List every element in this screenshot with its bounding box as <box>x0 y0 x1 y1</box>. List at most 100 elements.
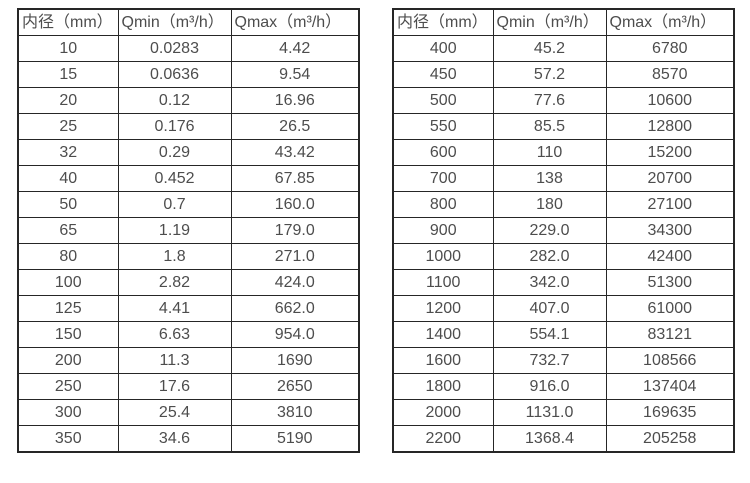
table-cell: 1.19 <box>117 217 232 244</box>
column-header: Qmin（m³/h） <box>117 8 232 36</box>
table-cell: 179.0 <box>230 217 360 244</box>
table-cell: 2.82 <box>117 269 232 296</box>
table-row: 2200 1368.4 205258 <box>392 425 735 453</box>
table-row: 1200 407.0 61000 <box>392 295 735 322</box>
table-cell: 800 <box>392 191 494 218</box>
table-cell: 1131.0 <box>492 399 607 426</box>
table-cell: 65 <box>17 217 119 244</box>
table-cell: 1200 <box>392 295 494 322</box>
table-cell: 554.1 <box>492 321 607 348</box>
table-row: 150 6.63 954.0 <box>17 321 360 348</box>
table-row: 900 229.0 34300 <box>392 217 735 244</box>
table-cell: 40 <box>17 165 119 192</box>
table-cell: 169635 <box>605 399 735 426</box>
table-row: 125 4.41 662.0 <box>17 295 360 322</box>
table-cell: 282.0 <box>492 243 607 270</box>
table-cell: 27100 <box>605 191 735 218</box>
column-header: Qmax（m³/h） <box>605 8 735 36</box>
header-row: 内径（mm） Qmin（m³/h） Qmax（m³/h） <box>17 8 360 36</box>
table-cell: 205258 <box>605 425 735 453</box>
table-row: 10 0.0283 4.42 <box>17 35 360 62</box>
table-cell: 45.2 <box>492 35 607 62</box>
table-cell: 16.96 <box>230 87 360 114</box>
table-cell: 34.6 <box>117 425 232 453</box>
table-cell: 1800 <box>392 373 494 400</box>
table-cell: 450 <box>392 61 494 88</box>
table-row: 100 2.82 424.0 <box>17 269 360 296</box>
table-row: 80 1.8 271.0 <box>17 243 360 270</box>
table-row: 25 0.176 26.5 <box>17 113 360 140</box>
table-cell: 4.41 <box>117 295 232 322</box>
table-cell: 80 <box>17 243 119 270</box>
table-cell: 500 <box>392 87 494 114</box>
table-cell: 424.0 <box>230 269 360 296</box>
table-cell: 15200 <box>605 139 735 166</box>
table-cell: 34300 <box>605 217 735 244</box>
table-row: 350 34.6 5190 <box>17 425 360 453</box>
table-cell: 20700 <box>605 165 735 192</box>
table-cell: 110 <box>492 139 607 166</box>
table-cell: 25 <box>17 113 119 140</box>
table-cell: 4.42 <box>230 35 360 62</box>
table-row: 250 17.6 2650 <box>17 373 360 400</box>
column-header: 内径（mm） <box>392 8 494 36</box>
table-cell: 916.0 <box>492 373 607 400</box>
column-header: Qmin（m³/h） <box>492 8 607 36</box>
table-row: 50 0.7 160.0 <box>17 191 360 218</box>
table-cell: 137404 <box>605 373 735 400</box>
column-header: Qmax（m³/h） <box>230 8 360 36</box>
table-cell: 0.0283 <box>117 35 232 62</box>
table-cell: 600 <box>392 139 494 166</box>
column-header: 内径（mm） <box>17 8 119 36</box>
table-cell: 900 <box>392 217 494 244</box>
table-cell: 100 <box>17 269 119 296</box>
table-cell: 77.6 <box>492 87 607 114</box>
table-cell: 160.0 <box>230 191 360 218</box>
table-cell: 9.54 <box>230 61 360 88</box>
table-row: 65 1.19 179.0 <box>17 217 360 244</box>
table-cell: 6.63 <box>117 321 232 348</box>
table-row: 300 25.4 3810 <box>17 399 360 426</box>
table-cell: 2000 <box>392 399 494 426</box>
table-cell: 42400 <box>605 243 735 270</box>
table-row: 1100 342.0 51300 <box>392 269 735 296</box>
table-row: 40 0.452 67.85 <box>17 165 360 192</box>
table-cell: 108566 <box>605 347 735 374</box>
table-cell: 3810 <box>230 399 360 426</box>
table-row: 20 0.12 16.96 <box>17 87 360 114</box>
table-cell: 400 <box>392 35 494 62</box>
table-cell: 1400 <box>392 321 494 348</box>
table-cell: 0.7 <box>117 191 232 218</box>
table-row: 1400 554.1 83121 <box>392 321 735 348</box>
table-cell: 10 <box>17 35 119 62</box>
table-cell: 17.6 <box>117 373 232 400</box>
table-cell: 12800 <box>605 113 735 140</box>
table-cell: 1000 <box>392 243 494 270</box>
table-cell: 1100 <box>392 269 494 296</box>
table-cell: 180 <box>492 191 607 218</box>
table-cell: 250 <box>17 373 119 400</box>
table-cell: 8570 <box>605 61 735 88</box>
table-cell: 0.0636 <box>117 61 232 88</box>
table-cell: 32 <box>17 139 119 166</box>
table-cell: 1600 <box>392 347 494 374</box>
table-row: 1000 282.0 42400 <box>392 243 735 270</box>
table-cell: 407.0 <box>492 295 607 322</box>
table-cell: 2650 <box>230 373 360 400</box>
table-cell: 200 <box>17 347 119 374</box>
table-cell: 0.176 <box>117 113 232 140</box>
flow-spec-table-small-diameters: 内径（mm） Qmin（m³/h） Qmax（m³/h） 10 0.0283 4.42 1… <box>17 8 360 453</box>
table-row: 32 0.29 43.42 <box>17 139 360 166</box>
table-cell: 20 <box>17 87 119 114</box>
table-row: 700 138 20700 <box>392 165 735 192</box>
table-cell: 61000 <box>605 295 735 322</box>
table-cell: 50 <box>17 191 119 218</box>
table-row: 400 45.2 6780 <box>392 35 735 62</box>
table-cell: 138 <box>492 165 607 192</box>
table-cell: 732.7 <box>492 347 607 374</box>
table-cell: 51300 <box>605 269 735 296</box>
table-cell: 11.3 <box>117 347 232 374</box>
flow-spec-table-large-diameters: 内径（mm） Qmin（m³/h） Qmax（m³/h） 400 45.2 6780 45… <box>392 8 735 453</box>
table-cell: 25.4 <box>117 399 232 426</box>
header-row: 内径（mm） Qmin（m³/h） Qmax（m³/h） <box>392 8 735 36</box>
